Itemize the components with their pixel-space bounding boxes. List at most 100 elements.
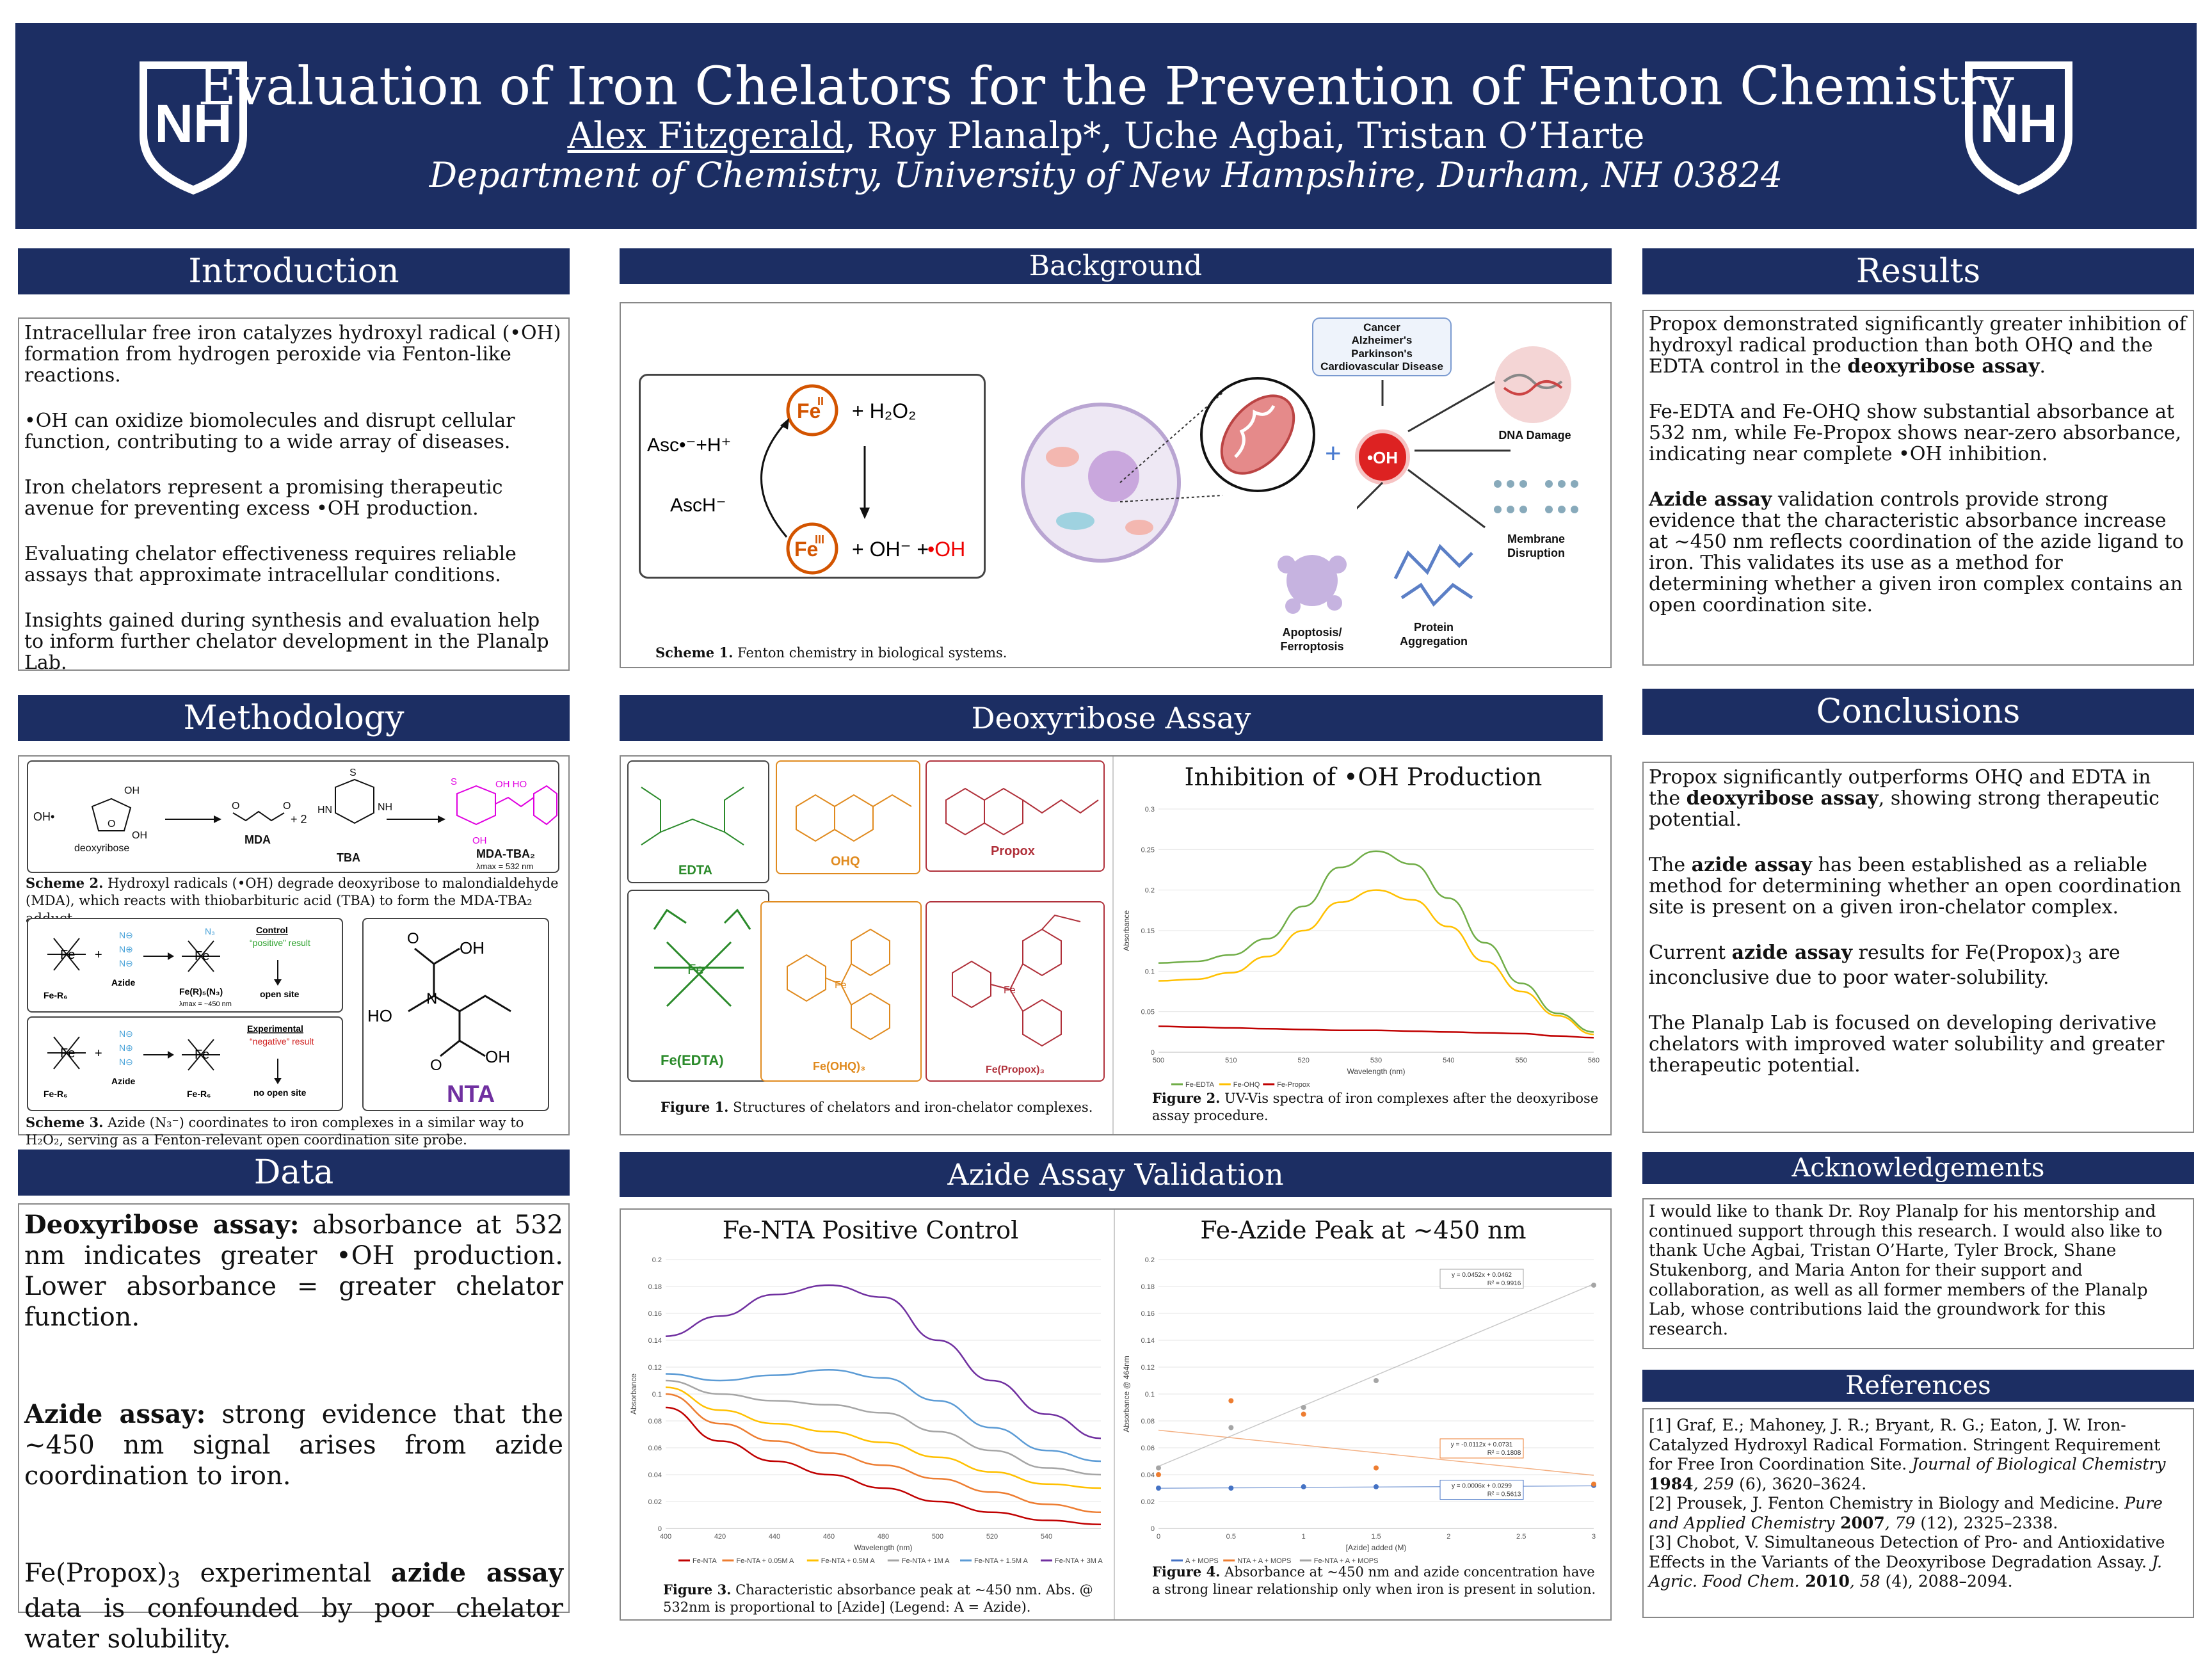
svg-text:MDA-TBA₂: MDA-TBA₂ bbox=[476, 847, 535, 860]
legend-entry: Fe-NTA + 3M A bbox=[1055, 1557, 1103, 1565]
series-line bbox=[1158, 1025, 1594, 1039]
y-tick-label: 0.06 bbox=[1141, 1445, 1155, 1452]
x-tick-label: 500 bbox=[1153, 1057, 1164, 1064]
svg-text:Fe-R₆: Fe-R₆ bbox=[44, 990, 67, 1000]
svg-text:TBA: TBA bbox=[337, 851, 360, 864]
results-box: Propox demonstrated significantly greate… bbox=[1642, 310, 2194, 666]
y-axis-label: Absorbance bbox=[629, 1374, 638, 1415]
svg-text:II: II bbox=[817, 395, 824, 408]
svg-text:MDA: MDA bbox=[244, 833, 271, 846]
svg-text:N: N bbox=[426, 990, 437, 1007]
y-tick-label: 0 bbox=[1151, 1049, 1155, 1057]
y-tick-label: 0.16 bbox=[1141, 1310, 1155, 1318]
y-tick-label: 0.08 bbox=[1141, 1418, 1155, 1425]
apoptosis-label: Apoptosis/ Ferroptosis bbox=[1280, 626, 1344, 653]
chart1-title: Inhibition of •OH Production bbox=[1184, 763, 1543, 791]
series-line bbox=[665, 1393, 1102, 1514]
scheme3-caption: Scheme 3. Azide (N₃⁻) coordinates to iro… bbox=[26, 1114, 524, 1148]
background-box: Fe II + H₂O₂ Fe III + OH⁻ + •OH Asc•⁻+H⁺… bbox=[620, 302, 1612, 668]
svg-text:NH: NH bbox=[378, 802, 392, 813]
introduction-box: Intracellular free iron catalyzes hydrox… bbox=[18, 317, 570, 674]
y-axis-label: Absorbance bbox=[1122, 910, 1131, 951]
svg-text:+ H₂O₂: + H₂O₂ bbox=[852, 399, 916, 422]
y-tick-label: 0.3 bbox=[1145, 806, 1155, 813]
figure2-caption: Figure 2. UV-Vis spectra of iron complex… bbox=[1152, 1090, 1599, 1124]
svg-text:NH: NH bbox=[154, 93, 232, 154]
data-point bbox=[1228, 1425, 1234, 1431]
x-tick-label: 2.5 bbox=[1516, 1533, 1526, 1541]
x-tick-label: 0 bbox=[1157, 1533, 1160, 1541]
y-tick-label: 0 bbox=[1151, 1525, 1155, 1533]
affiliation: Department of Chemistry, University of N… bbox=[429, 155, 1783, 195]
divider bbox=[1112, 757, 1114, 1134]
svg-text:Propox: Propox bbox=[991, 844, 1035, 858]
svg-text:O: O bbox=[407, 930, 419, 947]
legend-entry: Fe-Propox bbox=[1277, 1081, 1310, 1089]
svg-text:“negative” result: “negative” result bbox=[250, 1036, 314, 1046]
reference-item: [1] Graf, E.; Mahoney, J. R.; Bryant, R.… bbox=[1649, 1416, 2166, 1493]
title-banner bbox=[15, 23, 2197, 229]
y-tick-label: 0.18 bbox=[648, 1283, 662, 1291]
svg-text:λmax = 532 nm: λmax = 532 nm bbox=[476, 862, 533, 871]
svg-text:Fe(R)₅(N₃): Fe(R)₅(N₃) bbox=[179, 986, 223, 997]
cell-illustration bbox=[1021, 403, 1181, 563]
svg-text:HO: HO bbox=[367, 1006, 392, 1025]
legend-entry: Fe-EDTA bbox=[1185, 1081, 1215, 1089]
svg-text:OHQ: OHQ bbox=[831, 854, 860, 869]
x-tick-label: 1.5 bbox=[1371, 1533, 1381, 1541]
svg-text:N⊖: N⊖ bbox=[119, 1029, 133, 1039]
y-tick-label: 0.2 bbox=[1145, 887, 1155, 895]
conclusions-paragraph: Propox significantly outperforms OHQ and… bbox=[1649, 766, 2160, 831]
results-paragraph: Propox demonstrated significantly greate… bbox=[1649, 313, 2186, 378]
intro-paragraph: Iron chelators represent a promising the… bbox=[24, 476, 503, 520]
zoom-lines bbox=[1119, 392, 1223, 502]
chart3-fe-azide: 0 0.02 0.04 0.06 0.08 0.1 0.12 0.14 0.16 0.18 0.2 0… bbox=[1122, 1256, 1596, 1565]
divider bbox=[1114, 1210, 1115, 1619]
chart3-title: Fe-Azide Peak at ~450 nm bbox=[1200, 1216, 1527, 1244]
series-line bbox=[665, 1406, 1102, 1525]
y-tick-label: 0.12 bbox=[648, 1364, 662, 1372]
y-tick-label: 0.04 bbox=[648, 1471, 662, 1479]
legend-entry: Fe-NTA + 1M A bbox=[902, 1557, 950, 1565]
y-tick-label: 0.04 bbox=[1141, 1471, 1155, 1479]
structure-propox: Propox bbox=[926, 760, 1105, 872]
structure-fe-ohq3: Fe Fe(OHQ)₃ bbox=[760, 901, 922, 1082]
y-tick-label: 0.02 bbox=[648, 1498, 662, 1506]
trendline-box bbox=[1439, 1269, 1524, 1289]
svg-text:OH•: OH• bbox=[33, 810, 54, 823]
trendline-equation: y = -0.0112x + 0.0731 bbox=[1451, 1441, 1513, 1448]
svg-text:NH: NH bbox=[1980, 93, 2057, 154]
scheme3-experimental-image: Fe Fe-R₆ + N⊖ N⊕ N⊖ Azide Fe Fe-R₆ Experim… bbox=[27, 1016, 343, 1111]
structure-ohq: OHQ bbox=[776, 760, 920, 874]
intro-paragraph: Insights gained during synthesis and eva… bbox=[24, 609, 549, 674]
svg-text:+ 2: + 2 bbox=[291, 813, 307, 826]
reference-item: [2] Prousek, J. Fenton Chemistry in Biol… bbox=[1649, 1494, 2163, 1532]
deoxyribose-box: EDTA OHQ Propox Fe Fe(EDTA) Fe Fe(OHQ)₃ … bbox=[620, 755, 1612, 1135]
svg-text:λmax = ~450 nm: λmax = ~450 nm bbox=[179, 1000, 232, 1008]
trendline-box bbox=[1439, 1438, 1524, 1459]
structure-fe-propox3: Fe Fe(Propox)₃ bbox=[926, 901, 1105, 1082]
presenter-name: Alex Fitzgerald bbox=[567, 115, 845, 157]
trendline-r2: R² = 0.1808 bbox=[1487, 1450, 1521, 1457]
effect-arrows bbox=[1357, 379, 1511, 529]
y-tick-label: 0.14 bbox=[648, 1337, 662, 1345]
svg-text:Fe-R₆: Fe-R₆ bbox=[187, 1089, 211, 1099]
svg-text:O: O bbox=[283, 801, 291, 812]
data-point bbox=[1374, 1465, 1379, 1471]
unh-logo-left: NH bbox=[140, 61, 247, 195]
y-tick-label: 0.15 bbox=[1141, 927, 1155, 935]
svg-text:Azide: Azide bbox=[111, 1076, 136, 1086]
scheme2-caption: Scheme 2. Hydroxyl radicals (•OH) degrad… bbox=[26, 875, 559, 926]
svg-text:O: O bbox=[232, 801, 239, 812]
section-header-results: Results bbox=[1642, 248, 2194, 294]
plus-sign: + bbox=[1325, 438, 1342, 469]
x-tick-label: 460 bbox=[823, 1533, 835, 1541]
structure-edta: EDTA bbox=[627, 760, 769, 883]
svg-text:Fe: Fe bbox=[60, 948, 75, 962]
x-tick-label: 1 bbox=[1302, 1533, 1306, 1541]
intro-paragraph: Intracellular free iron catalyzes hydrox… bbox=[24, 322, 561, 387]
conclusions-box: Propox significantly outperforms OHQ and… bbox=[1642, 762, 2194, 1133]
svg-text:OH HO: OH HO bbox=[495, 779, 527, 790]
author-line: Alex Fitzgerald, Roy Planalp*, Uche Agba… bbox=[0, 115, 2212, 157]
